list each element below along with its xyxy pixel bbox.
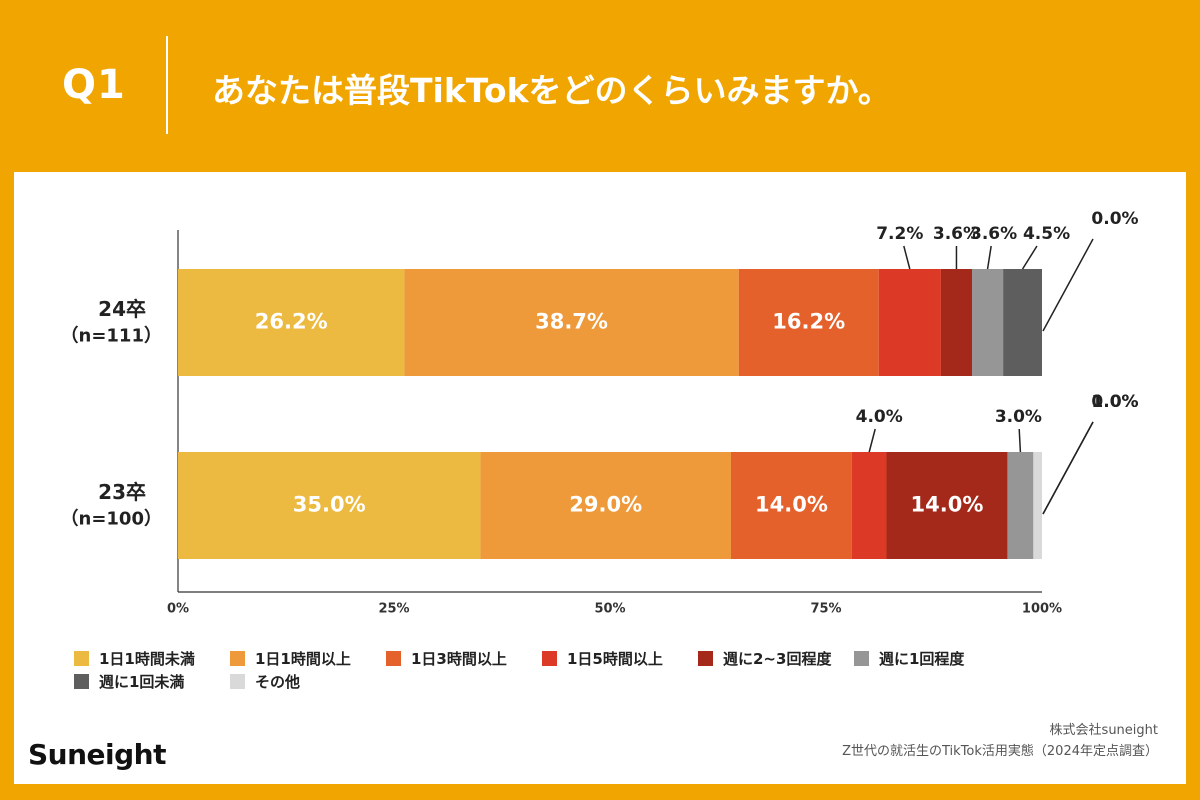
survey-source: Z世代の就活生のTikTok活用実態（2024年定点調査） bbox=[842, 744, 1158, 759]
leader-line bbox=[1042, 421, 1094, 515]
legend-label: 週に1回程度 bbox=[879, 650, 965, 668]
data-label: 3.0% bbox=[995, 407, 1042, 427]
data-label: 3.6% bbox=[933, 224, 980, 244]
data-label: 0.0% bbox=[1091, 209, 1138, 229]
bar-segment bbox=[1033, 452, 1042, 559]
leader-line bbox=[986, 245, 992, 270]
question-number: Q1 bbox=[62, 62, 126, 108]
legend-swatch bbox=[854, 651, 869, 666]
x-tick-label: 100% bbox=[1022, 602, 1062, 617]
data-label: 4.0% bbox=[856, 407, 903, 427]
legend-item: 1日3時間以上 bbox=[386, 648, 542, 669]
legend-item: 週に1回程度 bbox=[854, 648, 1010, 669]
data-label: 4.5% bbox=[1023, 224, 1070, 244]
legend-label: 週に2~3回程度 bbox=[723, 650, 832, 668]
category-n-label: （n=111） bbox=[61, 326, 162, 347]
legend-swatch bbox=[74, 651, 89, 666]
bar-segment bbox=[480, 452, 731, 559]
leader-line bbox=[868, 428, 876, 453]
bar-segment bbox=[1007, 452, 1034, 559]
bar-segment bbox=[178, 452, 481, 559]
leader-line bbox=[1018, 428, 1022, 453]
bar-segment bbox=[940, 269, 973, 376]
legend-swatch bbox=[386, 651, 401, 666]
header-divider bbox=[166, 36, 168, 134]
bar-segment bbox=[1003, 269, 1042, 376]
legend-item: その他 bbox=[230, 671, 386, 692]
legend-label: 週に1回未満 bbox=[99, 673, 185, 691]
legend-label: 1日1時間以上 bbox=[255, 650, 351, 668]
legend-label: 1日3時間以上 bbox=[411, 650, 507, 668]
data-label: 3.6% bbox=[970, 224, 1017, 244]
legend-swatch bbox=[230, 674, 245, 689]
x-tick-label: 0% bbox=[167, 602, 189, 617]
data-label: 14.0% bbox=[911, 493, 984, 517]
legend-item: 1日1時間以上 bbox=[230, 648, 386, 669]
legend-swatch bbox=[74, 674, 89, 689]
data-label: 0.0% bbox=[1091, 392, 1138, 412]
category-n-label: （n=100） bbox=[61, 509, 162, 530]
legend-item: 週に1回未満 bbox=[74, 671, 230, 692]
data-label: 14.0% bbox=[755, 493, 828, 517]
question-title: あなたは普段TikTokをどのくらいみますか。 bbox=[212, 71, 891, 110]
bar-segment bbox=[878, 269, 941, 376]
category-label: 24卒 bbox=[98, 297, 146, 321]
brand-logo: Suneight bbox=[28, 738, 166, 771]
legend-swatch bbox=[542, 651, 557, 666]
x-tick-label: 75% bbox=[810, 602, 841, 617]
legend-item: 週に2~3回程度 bbox=[698, 648, 854, 669]
question-header: Q1 あなたは普段TikTokをどのくらいみますか。 bbox=[0, 0, 1200, 165]
data-label: 38.7% bbox=[535, 310, 608, 334]
chart-legend: 1日1時間未満 1日1時間以上 1日3時間以上 1日5時間以上 週に2~3回程度 週に1回… bbox=[74, 648, 1034, 692]
bar-segment bbox=[730, 452, 852, 559]
x-tick-label: 50% bbox=[594, 602, 625, 617]
data-label: 29.0% bbox=[569, 493, 642, 517]
legend-label: 1日1時間未満 bbox=[99, 650, 195, 668]
data-label: 26.2% bbox=[255, 310, 328, 334]
legend-item: 1日5時間以上 bbox=[542, 648, 698, 669]
x-tick-label: 25% bbox=[378, 602, 409, 617]
legend-label: その他 bbox=[255, 673, 301, 691]
bar-segment bbox=[972, 269, 1004, 376]
legend-label: 1日5時間以上 bbox=[567, 650, 663, 668]
data-label: 16.2% bbox=[772, 310, 845, 334]
stacked-bar-chart: 0% 25% 50% 75% 100% 24卒 （n=111） 26.2% 38.7% 16.2%… bbox=[61, 209, 1139, 617]
credit-block: 株式会社suneight Z世代の就活生のTikTok活用実態（2024年定点調… bbox=[842, 720, 1158, 762]
bar-segment bbox=[851, 452, 887, 559]
data-label: 7.2% bbox=[876, 224, 923, 244]
legend-swatch bbox=[230, 651, 245, 666]
bar-segment bbox=[886, 452, 1008, 559]
leader-line bbox=[903, 245, 911, 270]
legend-swatch bbox=[698, 651, 713, 666]
data-label: 35.0% bbox=[293, 493, 366, 517]
chart-card: 0% 25% 50% 75% 100% 24卒 （n=111） 26.2% 38.7% 16.2%… bbox=[14, 172, 1186, 784]
data-label: 1.0% bbox=[1091, 392, 1138, 412]
leader-line bbox=[1021, 245, 1038, 270]
legend-item: 1日1時間未満 bbox=[74, 648, 230, 669]
bar-segment bbox=[404, 269, 739, 376]
bar-segment bbox=[738, 269, 879, 376]
company-name: 株式会社suneight bbox=[1049, 723, 1158, 738]
category-label: 23卒 bbox=[98, 480, 146, 504]
leader-line bbox=[1042, 238, 1094, 332]
bar-segment bbox=[178, 269, 405, 376]
